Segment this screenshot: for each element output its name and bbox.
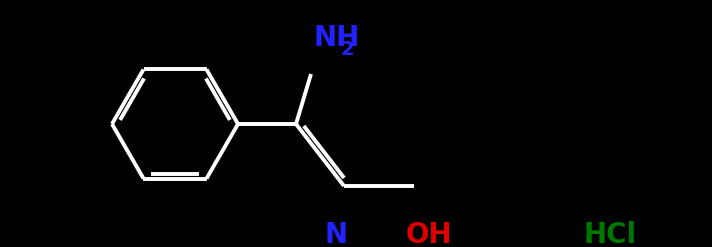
Text: N: N — [325, 221, 347, 247]
Text: 2: 2 — [341, 40, 355, 59]
Text: HCl: HCl — [583, 221, 637, 247]
Text: NH: NH — [313, 24, 360, 52]
Text: OH: OH — [406, 221, 452, 247]
